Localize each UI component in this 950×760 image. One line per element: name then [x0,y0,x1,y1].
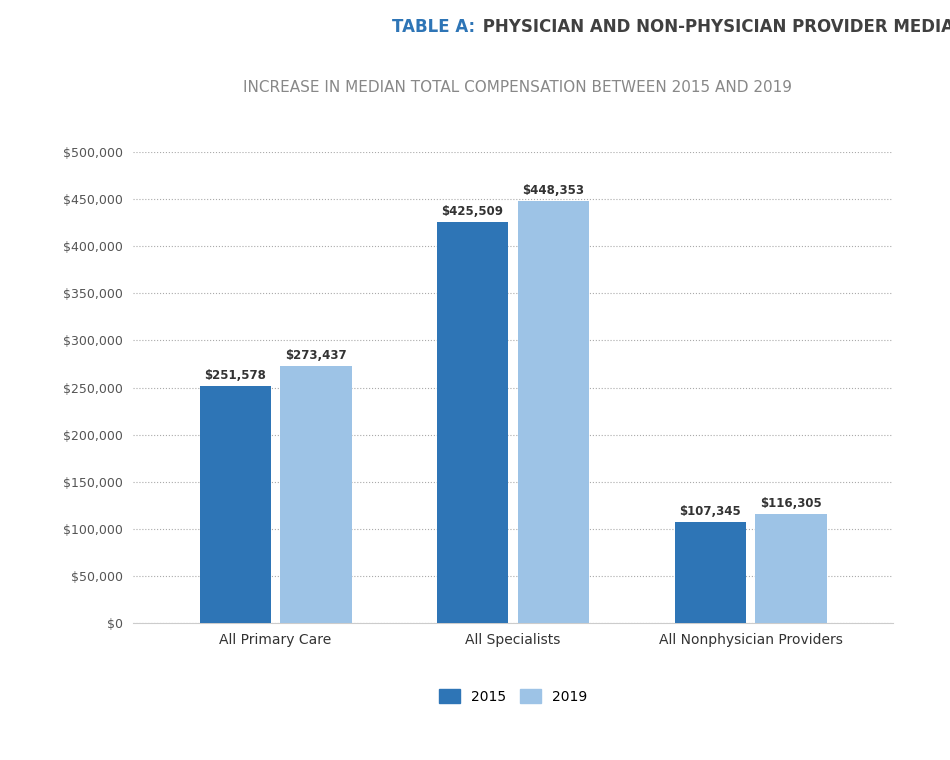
Text: $448,353: $448,353 [522,184,584,197]
Text: $116,305: $116,305 [760,497,822,510]
Bar [200,386,271,623]
Bar [280,366,352,623]
Text: $273,437: $273,437 [285,349,347,362]
Text: $425,509: $425,509 [442,205,504,218]
Text: $107,345: $107,345 [679,505,741,518]
Text: $251,578: $251,578 [204,369,266,382]
Text: TABLE A:: TABLE A: [391,17,475,36]
Bar [674,522,746,623]
Bar [755,514,826,623]
Text: PHYSICIAN AND NON-PHYSICIAN PROVIDER MEDIAN COMPENSATION: PHYSICIAN AND NON-PHYSICIAN PROVIDER MED… [477,17,950,36]
Legend: 2015, 2019: 2015, 2019 [432,682,594,711]
Bar [518,201,589,623]
Text: INCREASE IN MEDIAN TOTAL COMPENSATION BETWEEN 2015 AND 2019: INCREASE IN MEDIAN TOTAL COMPENSATION BE… [243,80,792,95]
Bar [437,222,508,623]
